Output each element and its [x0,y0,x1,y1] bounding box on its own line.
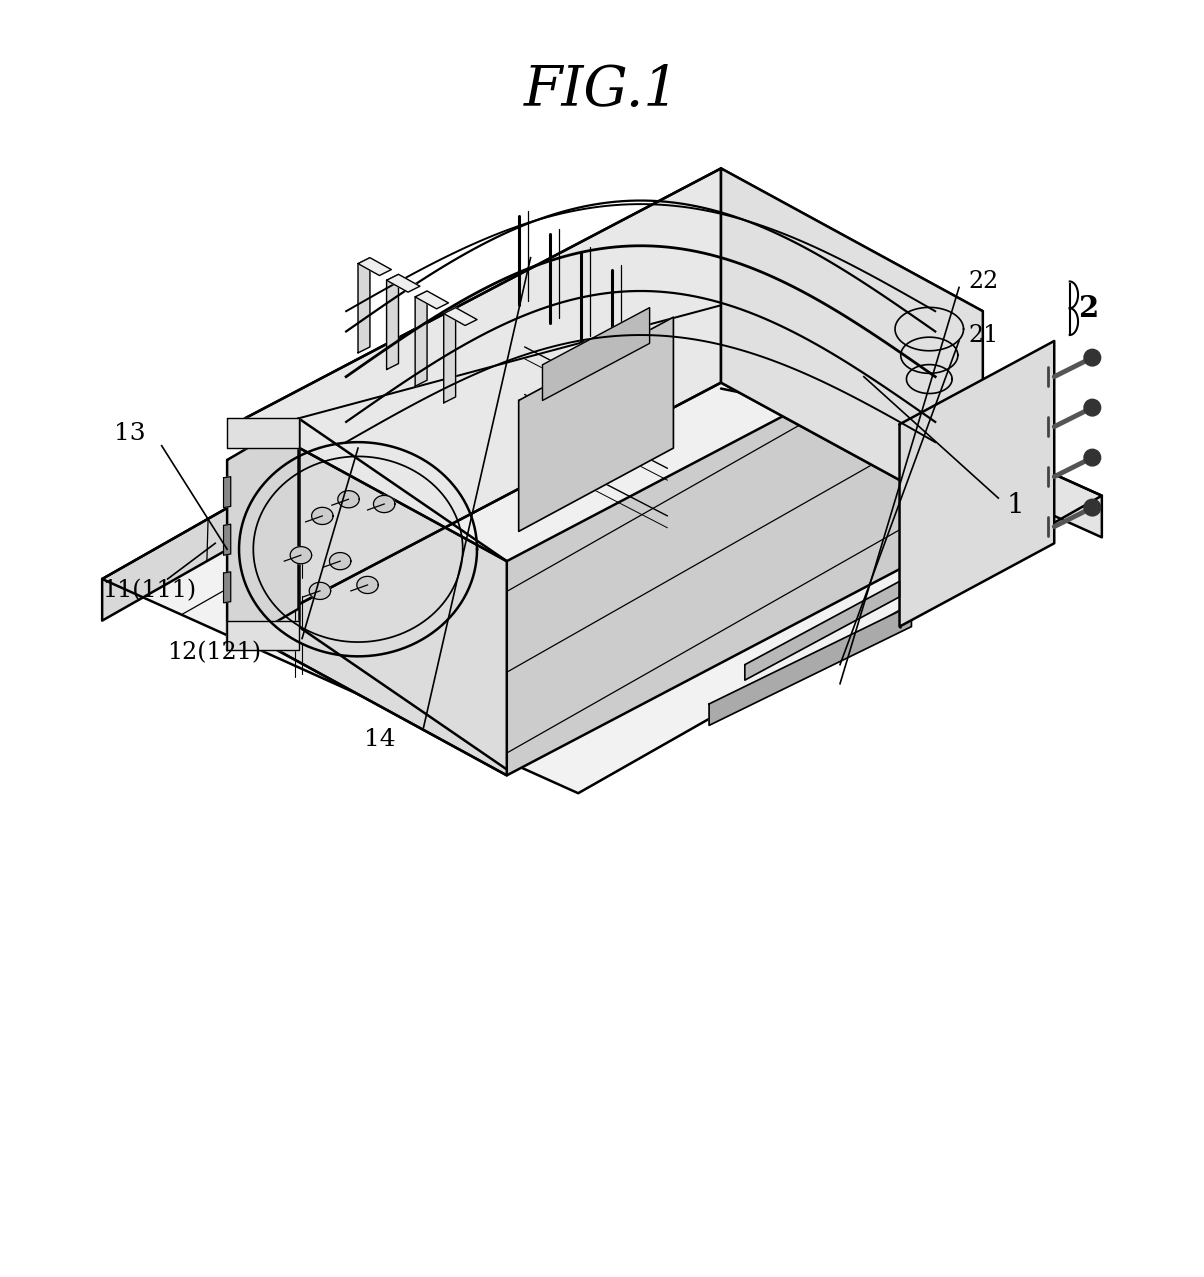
Polygon shape [356,576,378,594]
Circle shape [1084,499,1100,516]
Polygon shape [244,383,982,775]
Text: 12(121): 12(121) [167,641,261,664]
Text: 13: 13 [114,423,146,446]
Polygon shape [224,525,231,555]
Polygon shape [721,169,982,525]
Polygon shape [415,291,427,386]
Polygon shape [224,572,231,603]
Polygon shape [102,281,626,621]
Polygon shape [519,317,673,531]
Polygon shape [709,605,911,725]
Polygon shape [745,581,899,681]
Polygon shape [543,308,650,401]
Polygon shape [228,419,299,650]
Text: 22: 22 [968,269,999,292]
Text: 2: 2 [1078,294,1098,323]
Polygon shape [415,291,448,309]
Polygon shape [386,275,399,369]
Polygon shape [309,582,331,599]
Polygon shape [244,169,982,561]
Text: 11(111): 11(111) [102,580,196,603]
Polygon shape [373,495,395,512]
Text: 14: 14 [364,728,396,751]
Polygon shape [899,341,1055,627]
Polygon shape [290,547,312,563]
Polygon shape [386,275,420,292]
Polygon shape [244,169,721,632]
Polygon shape [244,419,507,775]
Polygon shape [358,258,391,276]
Circle shape [1084,350,1100,366]
Text: FIG.1: FIG.1 [524,64,680,119]
Polygon shape [312,507,334,525]
Polygon shape [228,419,299,448]
Polygon shape [228,621,299,650]
Text: 21: 21 [968,323,999,346]
Circle shape [1084,450,1100,466]
Circle shape [1084,400,1100,416]
Polygon shape [338,490,359,508]
Text: 1: 1 [1007,492,1025,518]
Polygon shape [444,308,455,402]
Polygon shape [358,258,370,352]
Polygon shape [626,281,1102,538]
Polygon shape [444,308,477,326]
Polygon shape [102,281,1102,793]
Polygon shape [224,476,231,507]
Polygon shape [330,553,350,570]
